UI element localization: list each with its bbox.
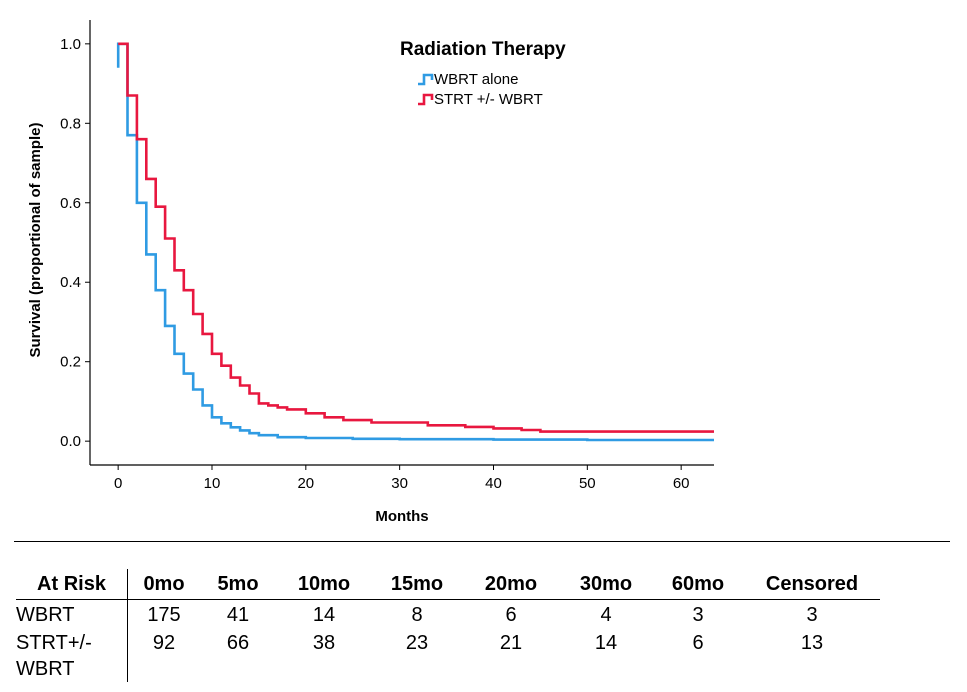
table-cell: 3	[806, 603, 818, 626]
table-cell: 23	[405, 632, 429, 654]
series-line-wbrt-alone	[116, 42, 714, 442]
row-label: STRT+/- WBRT	[16, 630, 128, 682]
row-label: WBRT	[16, 599, 128, 630]
at-risk-header-cell: At Risk	[16, 569, 128, 600]
at-risk-header-row: At Risk 0mo 5mo 10mo 15mo 20mo 30mo 60mo…	[16, 569, 880, 600]
y-tick-label: 0.4	[60, 274, 81, 291]
legend-label: STRT +/- WBRT	[434, 91, 543, 108]
y-tick-label: 0.0	[60, 433, 81, 450]
y-tick-label: 0.8	[60, 115, 81, 132]
table-cell: 13	[800, 632, 824, 654]
at-risk-header-cell: 15mo	[372, 569, 462, 600]
chart-axes	[89, 20, 714, 466]
x-axis-title: Months	[375, 508, 428, 525]
table-cell: 6	[505, 603, 517, 626]
series-line-strt-wbrt	[118, 42, 714, 433]
at-risk-header-cell: 60mo	[652, 569, 744, 600]
table-cell: 3	[692, 603, 704, 626]
legend-title: Radiation Therapy	[400, 39, 566, 60]
table-cell: 66	[226, 632, 250, 654]
table-cell: 175	[147, 603, 181, 626]
table-cell: 4	[600, 603, 612, 626]
x-tick-label: 20	[297, 475, 314, 492]
section-divider	[14, 541, 950, 542]
chart-series	[116, 42, 714, 442]
table-cell: 14	[312, 603, 336, 626]
x-tick-label: 40	[485, 475, 502, 492]
table-cell: 8	[411, 603, 423, 626]
table-cell: 21	[499, 632, 523, 654]
y-tick-label: 0.2	[60, 354, 81, 371]
y-tick-label: 0.6	[60, 195, 81, 212]
table-cell: 92	[152, 632, 176, 654]
table-row: STRT+/- WBRT 92 66 38 23 21 14 6 13	[16, 630, 880, 682]
x-tick-label: 0	[114, 475, 122, 492]
y-axis-title: Survival (proportional of sample)	[27, 122, 44, 357]
x-tick-label: 30	[391, 475, 408, 492]
table-cell: 38	[312, 632, 336, 654]
survival-chart: 0 10 20 30 40 50 60 0.0 0.2 0.4 0.6 0.8 1.0 Survival…	[27, 20, 714, 525]
chart-legend: Radiation Therapy WBRT alone STRT +/- WBR…	[400, 39, 566, 108]
table-cell: 14	[594, 632, 618, 654]
x-tick-label: 10	[204, 475, 221, 492]
x-tick-label: 60	[673, 475, 690, 492]
at-risk-header-cell: 20mo	[462, 569, 560, 600]
at-risk-header-cell: 30mo	[560, 569, 652, 600]
table-cell: 6	[692, 632, 704, 654]
at-risk-header-cell: 0mo	[127, 569, 200, 600]
legend-swatch	[418, 93, 434, 106]
y-tick-label: 1.0	[60, 36, 81, 53]
at-risk-table: At Risk 0mo 5mo 10mo 15mo 20mo 30mo 60mo…	[16, 569, 880, 682]
table-cell: 41	[226, 603, 250, 626]
at-risk-header-cell: 5mo	[200, 569, 276, 600]
at-risk-header-cell: Censored	[744, 569, 880, 600]
table-row: WBRT 175 41 14 8 6 4 3 3	[16, 599, 880, 630]
legend-label: WBRT alone	[434, 71, 519, 88]
legend-swatch	[418, 73, 434, 86]
at-risk-header-cell: 10mo	[276, 569, 372, 600]
axis-ticks: 0 10 20 30 40 50 60 0.0 0.2 0.4 0.6 0.8 1.0	[60, 36, 689, 492]
x-tick-label: 50	[579, 475, 596, 492]
